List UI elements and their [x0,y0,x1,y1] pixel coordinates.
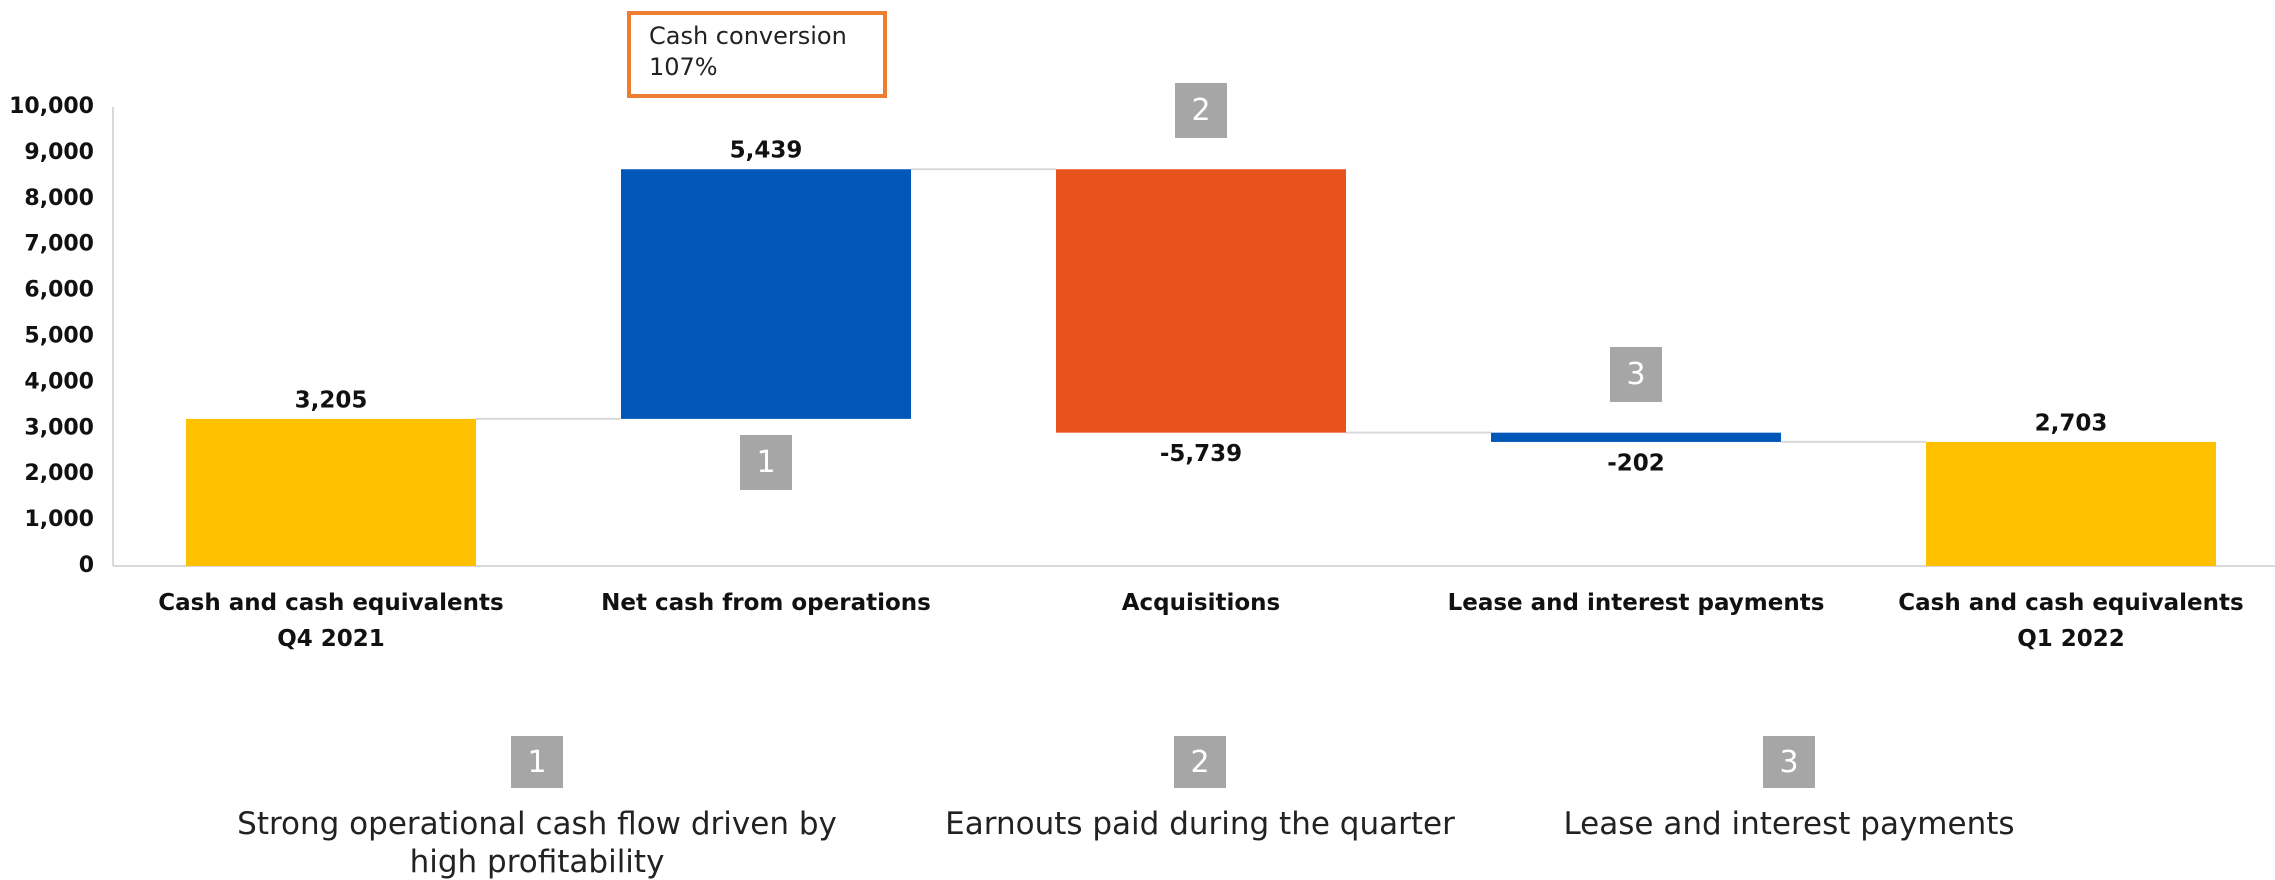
y-tick-label: 6,000 [24,278,94,303]
bar [1056,169,1346,433]
badge: 1 [740,434,792,490]
value-label: 3,205 [295,387,368,413]
bar [1491,432,1781,442]
y-tick-label: 0 [79,553,94,578]
y-tick-label: 7,000 [24,232,94,257]
y-tick-label: 8,000 [24,186,94,211]
y-tick-label: 2,000 [24,461,94,486]
x-tick-label: Acquisitions [1121,590,1281,616]
value-label: 2,703 [2035,410,2108,436]
y-tick-label: 9,000 [24,140,94,165]
y-tick-label: 5,000 [24,324,94,349]
y-tick-label: 3,000 [24,415,94,440]
x-tick-label: Net cash from operations [601,590,931,616]
value-label: 5,439 [730,138,803,164]
y-tick-label: 4,000 [24,369,94,394]
badge: 2 [1175,83,1227,139]
note-badge: 2 [1174,736,1226,788]
value-label: -202 [1607,450,1665,476]
bar [1926,441,2216,566]
x-tick-label: Cash and cash equivalents Q4 2021 [158,590,504,652]
callout: Cash conversion 107% [627,11,887,98]
note: Lease and interest payments [1563,806,2015,842]
note: Earnouts paid during the quarter [945,806,1455,842]
note: Strong operational cash flow driven by h… [237,806,837,880]
badge: 3 [1610,346,1662,402]
note-badge: 1 [511,736,563,788]
x-tick-label: Cash and cash equivalents Q1 2022 [1898,590,2244,652]
value-label: -5,739 [1160,441,1242,467]
y-tick-label: 1,000 [24,507,94,532]
y-tick-label: 10,000 [9,94,94,119]
bar [186,418,476,566]
note-badge: 3 [1763,736,1815,788]
x-tick-label: Lease and interest payments [1447,590,1825,616]
bar [621,169,911,419]
